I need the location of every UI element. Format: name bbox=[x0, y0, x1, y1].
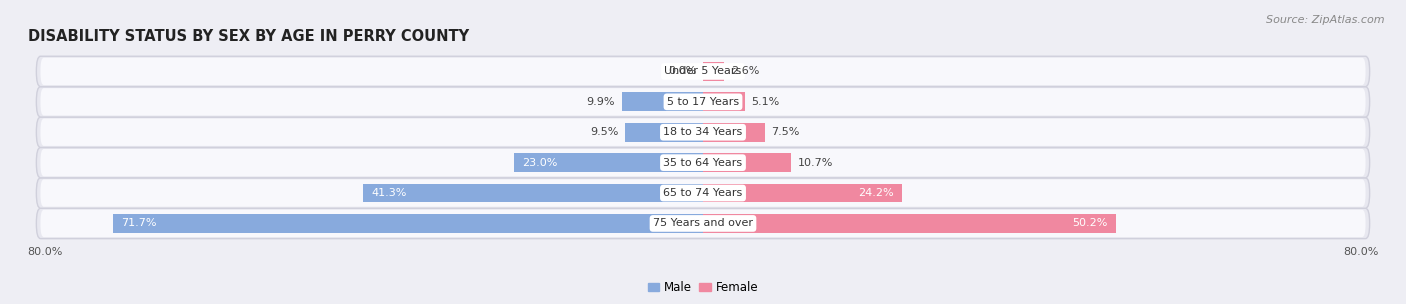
Bar bbox=[703, 184, 903, 202]
Bar bbox=[703, 214, 1116, 233]
FancyBboxPatch shape bbox=[41, 58, 1365, 85]
FancyBboxPatch shape bbox=[37, 147, 1369, 178]
Text: 7.5%: 7.5% bbox=[772, 127, 800, 137]
Text: 71.7%: 71.7% bbox=[121, 219, 156, 228]
Text: 24.2%: 24.2% bbox=[858, 188, 894, 198]
FancyBboxPatch shape bbox=[37, 117, 1369, 147]
Text: 5.1%: 5.1% bbox=[752, 97, 780, 107]
Text: Source: ZipAtlas.com: Source: ZipAtlas.com bbox=[1267, 15, 1385, 25]
Text: 18 to 34 Years: 18 to 34 Years bbox=[664, 127, 742, 137]
FancyBboxPatch shape bbox=[37, 208, 1369, 239]
Bar bbox=[703, 123, 765, 142]
Text: 0.0%: 0.0% bbox=[668, 67, 696, 76]
Bar bbox=[703, 92, 745, 111]
Bar bbox=[703, 62, 724, 81]
FancyBboxPatch shape bbox=[37, 178, 1369, 208]
Bar bbox=[112, 214, 703, 233]
FancyBboxPatch shape bbox=[37, 56, 1369, 87]
Text: 75 Years and over: 75 Years and over bbox=[652, 219, 754, 228]
Text: 9.9%: 9.9% bbox=[586, 97, 614, 107]
Text: 50.2%: 50.2% bbox=[1073, 219, 1108, 228]
Bar bbox=[363, 184, 703, 202]
Text: 23.0%: 23.0% bbox=[522, 158, 557, 168]
Bar bbox=[621, 92, 703, 111]
FancyBboxPatch shape bbox=[37, 87, 1369, 117]
FancyBboxPatch shape bbox=[41, 179, 1365, 207]
FancyBboxPatch shape bbox=[41, 119, 1365, 146]
FancyBboxPatch shape bbox=[41, 88, 1365, 116]
Legend: Male, Female: Male, Female bbox=[643, 276, 763, 299]
Text: DISABILITY STATUS BY SEX BY AGE IN PERRY COUNTY: DISABILITY STATUS BY SEX BY AGE IN PERRY… bbox=[28, 29, 470, 43]
FancyBboxPatch shape bbox=[41, 149, 1365, 176]
Text: 35 to 64 Years: 35 to 64 Years bbox=[664, 158, 742, 168]
Text: 65 to 74 Years: 65 to 74 Years bbox=[664, 188, 742, 198]
Bar bbox=[703, 153, 792, 172]
Text: 9.5%: 9.5% bbox=[591, 127, 619, 137]
Bar bbox=[513, 153, 703, 172]
Text: 5 to 17 Years: 5 to 17 Years bbox=[666, 97, 740, 107]
Text: Under 5 Years: Under 5 Years bbox=[665, 67, 741, 76]
Bar bbox=[624, 123, 703, 142]
Text: 10.7%: 10.7% bbox=[797, 158, 832, 168]
Text: 2.6%: 2.6% bbox=[731, 67, 759, 76]
Text: 41.3%: 41.3% bbox=[371, 188, 406, 198]
FancyBboxPatch shape bbox=[41, 210, 1365, 237]
